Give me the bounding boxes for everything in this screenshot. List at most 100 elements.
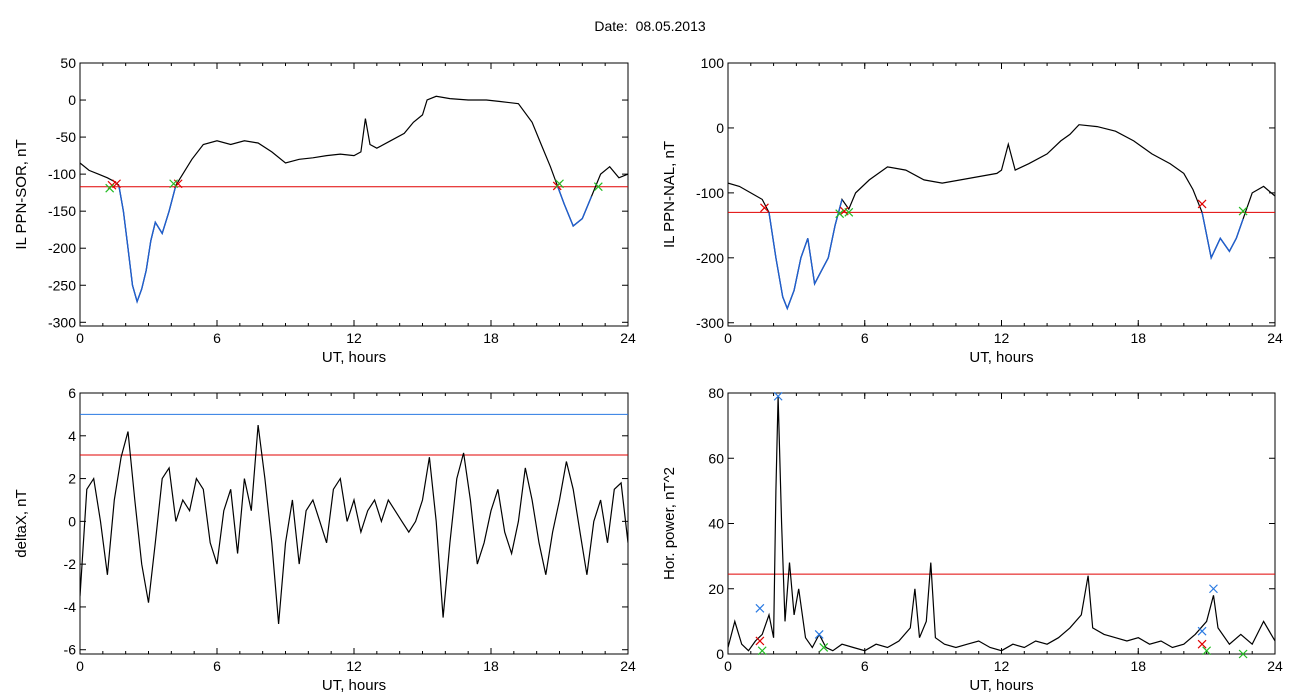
y-tick-label: -200 xyxy=(696,250,724,266)
marker-stroke xyxy=(844,207,854,217)
marker-stroke xyxy=(773,391,783,401)
series-highlight xyxy=(1201,212,1244,261)
marker-stroke xyxy=(169,179,179,189)
x-tick-label: 6 xyxy=(861,658,869,674)
marker-green xyxy=(593,182,603,192)
x-tick-label: 24 xyxy=(620,330,636,346)
y-tick-label: 4 xyxy=(68,428,76,444)
marker-blue xyxy=(755,603,765,613)
x-tick-label: 12 xyxy=(994,330,1010,346)
y-tick-label: -100 xyxy=(696,185,724,201)
x-tick-label: 0 xyxy=(724,330,732,346)
y-tick-label: 40 xyxy=(708,516,724,532)
series-highlight xyxy=(118,185,177,304)
x-axis-label: UT, hours xyxy=(322,677,386,694)
panel-1: 0 6 12 18 24 50 0 -50 -100 -150 -200 -250 -300 UT, ho… xyxy=(13,55,636,366)
y-tick-label: -2 xyxy=(64,556,77,572)
x-axis-label: UT, hours xyxy=(322,349,386,366)
y-tick-label: 0 xyxy=(716,120,724,136)
marker-green xyxy=(105,183,115,193)
marker-stroke xyxy=(755,636,765,646)
y-tick-label: -50 xyxy=(56,129,76,145)
plot-frame xyxy=(727,392,1276,655)
y-tick-label: -300 xyxy=(48,314,76,330)
series-line xyxy=(80,95,628,304)
panel-2: 0 6 12 18 24 100 0 -100 -200 -300 UT, hours IL PPN-… xyxy=(661,55,1283,366)
y-tick-label: -200 xyxy=(48,240,76,256)
marker-green xyxy=(757,646,767,656)
y-tick-label: 2 xyxy=(68,471,76,487)
y-axis-label: IL PPN-NAL, nT xyxy=(661,141,678,248)
panel-3: 0 6 12 18 24 6 4 2 0 -2 -4 -6 UT, hours deltaX, nT xyxy=(13,385,636,694)
y-axis-label: Hor. power, nT^2 xyxy=(661,467,678,580)
x-tick-label: 24 xyxy=(620,658,636,674)
marker-stroke xyxy=(1238,649,1248,659)
marker-green xyxy=(1238,649,1248,659)
marker-green xyxy=(1202,646,1212,656)
marker-blue xyxy=(773,391,783,401)
marker-stroke xyxy=(760,203,769,213)
marker-blue xyxy=(1209,584,1218,594)
x-axis-label: UT, hours xyxy=(969,349,1033,366)
x-tick-label: 12 xyxy=(346,330,362,346)
marker-stroke xyxy=(1238,206,1248,216)
marker-red xyxy=(1197,199,1207,209)
x-tick-label: 6 xyxy=(861,330,869,346)
y-tick-label: -4 xyxy=(64,599,77,615)
title-date: 08.05.2013 xyxy=(635,18,706,34)
plot-frame xyxy=(79,392,629,655)
marker-stroke xyxy=(1197,626,1207,636)
y-tick-label: 6 xyxy=(68,385,76,401)
y-tick-label: 50 xyxy=(60,55,76,71)
y-axis-label: IL PPN-SOR, nT xyxy=(13,139,30,249)
marker-stroke xyxy=(105,183,115,193)
y-axis-label: deltaX, nT xyxy=(13,489,30,557)
marker-blue xyxy=(1197,626,1207,636)
y-tick-label: -150 xyxy=(48,203,76,219)
marker-stroke xyxy=(839,206,849,216)
marker-stroke xyxy=(555,179,564,189)
x-tick-label: 18 xyxy=(483,330,499,346)
panel-4: 0 6 12 18 24 80 60 40 20 0 UT, hours Hor. power, nT… xyxy=(661,385,1283,694)
x-tick-label: 6 xyxy=(213,658,221,674)
marker-green xyxy=(555,179,564,189)
x-axis-label: UT, hours xyxy=(969,677,1033,694)
x-tick-label: 0 xyxy=(76,330,84,346)
marker-stroke xyxy=(819,643,829,652)
x-tick-label: 6 xyxy=(213,330,221,346)
marker-stroke xyxy=(1197,639,1207,649)
marker-stroke xyxy=(755,603,765,613)
x-tick-label: 12 xyxy=(994,658,1010,674)
y-tick-label: 20 xyxy=(708,581,724,597)
y-tick-label: 80 xyxy=(708,385,724,401)
x-tick-label: 24 xyxy=(1267,330,1283,346)
marker-red xyxy=(755,636,765,646)
marker-green xyxy=(835,209,845,219)
x-tick-label: 0 xyxy=(76,658,84,674)
marker-stroke xyxy=(112,179,121,189)
series-line xyxy=(80,425,628,625)
marker-stroke xyxy=(835,209,845,219)
y-tick-label: 0 xyxy=(68,92,76,108)
y-tick-label: -6 xyxy=(64,642,77,658)
marker-stroke xyxy=(814,630,824,639)
marker-green xyxy=(169,179,179,189)
figure-title: Date: 08.05.2013 xyxy=(0,18,1300,34)
marker-stroke xyxy=(1209,584,1218,594)
y-tick-label: 0 xyxy=(716,646,724,662)
y-tick-label: -250 xyxy=(48,277,76,293)
plot-frame xyxy=(727,62,1276,327)
series-line xyxy=(728,396,1275,652)
x-tick-label: 18 xyxy=(483,658,499,674)
marker-stroke xyxy=(757,646,767,656)
x-tick-label: 24 xyxy=(1267,658,1283,674)
series-line xyxy=(728,124,1275,311)
marker-red xyxy=(1197,639,1207,649)
marker-red xyxy=(112,179,121,189)
x-tick-label: 0 xyxy=(724,658,732,674)
marker-green xyxy=(819,643,829,652)
y-tick-label: 60 xyxy=(708,450,724,466)
title-label: Date: xyxy=(594,18,628,34)
series-highlight xyxy=(768,199,843,311)
